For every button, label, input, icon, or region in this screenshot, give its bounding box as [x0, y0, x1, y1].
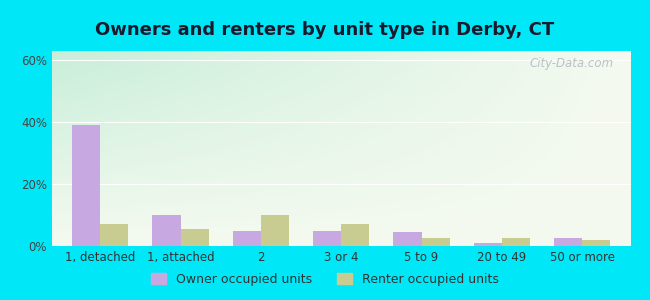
Bar: [100, 224, 128, 246]
Text: City-Data.com: City-Data.com: [529, 57, 613, 70]
Bar: [393, 232, 422, 246]
Bar: [261, 215, 289, 246]
Bar: [72, 125, 100, 246]
Bar: [554, 238, 582, 246]
Bar: [181, 229, 209, 246]
Bar: [153, 215, 181, 246]
Bar: [422, 238, 450, 246]
Bar: [474, 243, 502, 246]
Legend: Owner occupied units, Renter occupied units: Owner occupied units, Renter occupied un…: [146, 268, 504, 291]
Bar: [233, 230, 261, 246]
Bar: [341, 224, 369, 246]
Bar: [313, 230, 341, 246]
Text: Owners and renters by unit type in Derby, CT: Owners and renters by unit type in Derby…: [96, 21, 554, 39]
Bar: [582, 240, 610, 246]
Bar: [502, 238, 530, 246]
